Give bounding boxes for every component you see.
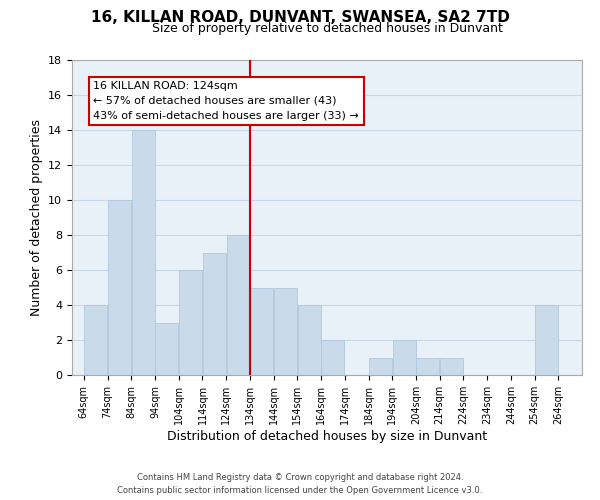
Bar: [179, 270, 202, 375]
Bar: [227, 235, 250, 375]
Bar: [203, 252, 226, 375]
Bar: [131, 130, 155, 375]
Bar: [369, 358, 392, 375]
X-axis label: Distribution of detached houses by size in Dunvant: Distribution of detached houses by size …: [167, 430, 487, 442]
Text: 16 KILLAN ROAD: 124sqm
← 57% of detached houses are smaller (43)
43% of semi-det: 16 KILLAN ROAD: 124sqm ← 57% of detached…: [94, 81, 359, 120]
Bar: [440, 358, 463, 375]
Bar: [322, 340, 344, 375]
Text: 16, KILLAN ROAD, DUNVANT, SWANSEA, SA2 7TD: 16, KILLAN ROAD, DUNVANT, SWANSEA, SA2 7…: [91, 10, 509, 25]
Bar: [155, 322, 178, 375]
Text: Contains HM Land Registry data © Crown copyright and database right 2024.
Contai: Contains HM Land Registry data © Crown c…: [118, 474, 482, 495]
Bar: [274, 288, 297, 375]
Bar: [250, 288, 273, 375]
Y-axis label: Number of detached properties: Number of detached properties: [29, 119, 43, 316]
Title: Size of property relative to detached houses in Dunvant: Size of property relative to detached ho…: [152, 22, 502, 35]
Bar: [84, 305, 107, 375]
Bar: [392, 340, 416, 375]
Bar: [416, 358, 439, 375]
Bar: [108, 200, 131, 375]
Bar: [535, 305, 558, 375]
Bar: [298, 305, 321, 375]
